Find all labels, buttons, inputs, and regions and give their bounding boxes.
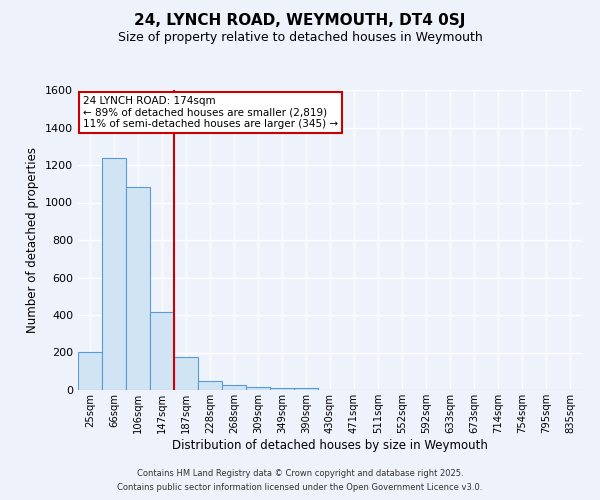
Bar	[198, 380, 222, 390]
Bar	[270, 388, 294, 390]
Bar	[294, 388, 318, 390]
Y-axis label: Number of detached properties: Number of detached properties	[26, 147, 40, 333]
Text: Contains HM Land Registry data © Crown copyright and database right 2025.: Contains HM Land Registry data © Crown c…	[137, 468, 463, 477]
Bar	[126, 186, 150, 390]
Text: Size of property relative to detached houses in Weymouth: Size of property relative to detached ho…	[118, 31, 482, 44]
Bar	[246, 387, 270, 390]
Bar	[150, 312, 174, 390]
Text: 24, LYNCH ROAD, WEYMOUTH, DT4 0SJ: 24, LYNCH ROAD, WEYMOUTH, DT4 0SJ	[134, 12, 466, 28]
Bar	[222, 386, 246, 390]
Bar	[102, 158, 126, 390]
Bar	[78, 352, 102, 390]
X-axis label: Distribution of detached houses by size in Weymouth: Distribution of detached houses by size …	[172, 438, 488, 452]
Text: Contains public sector information licensed under the Open Government Licence v3: Contains public sector information licen…	[118, 484, 482, 492]
Bar	[174, 357, 198, 390]
Text: 24 LYNCH ROAD: 174sqm
← 89% of detached houses are smaller (2,819)
11% of semi-d: 24 LYNCH ROAD: 174sqm ← 89% of detached …	[83, 96, 338, 129]
